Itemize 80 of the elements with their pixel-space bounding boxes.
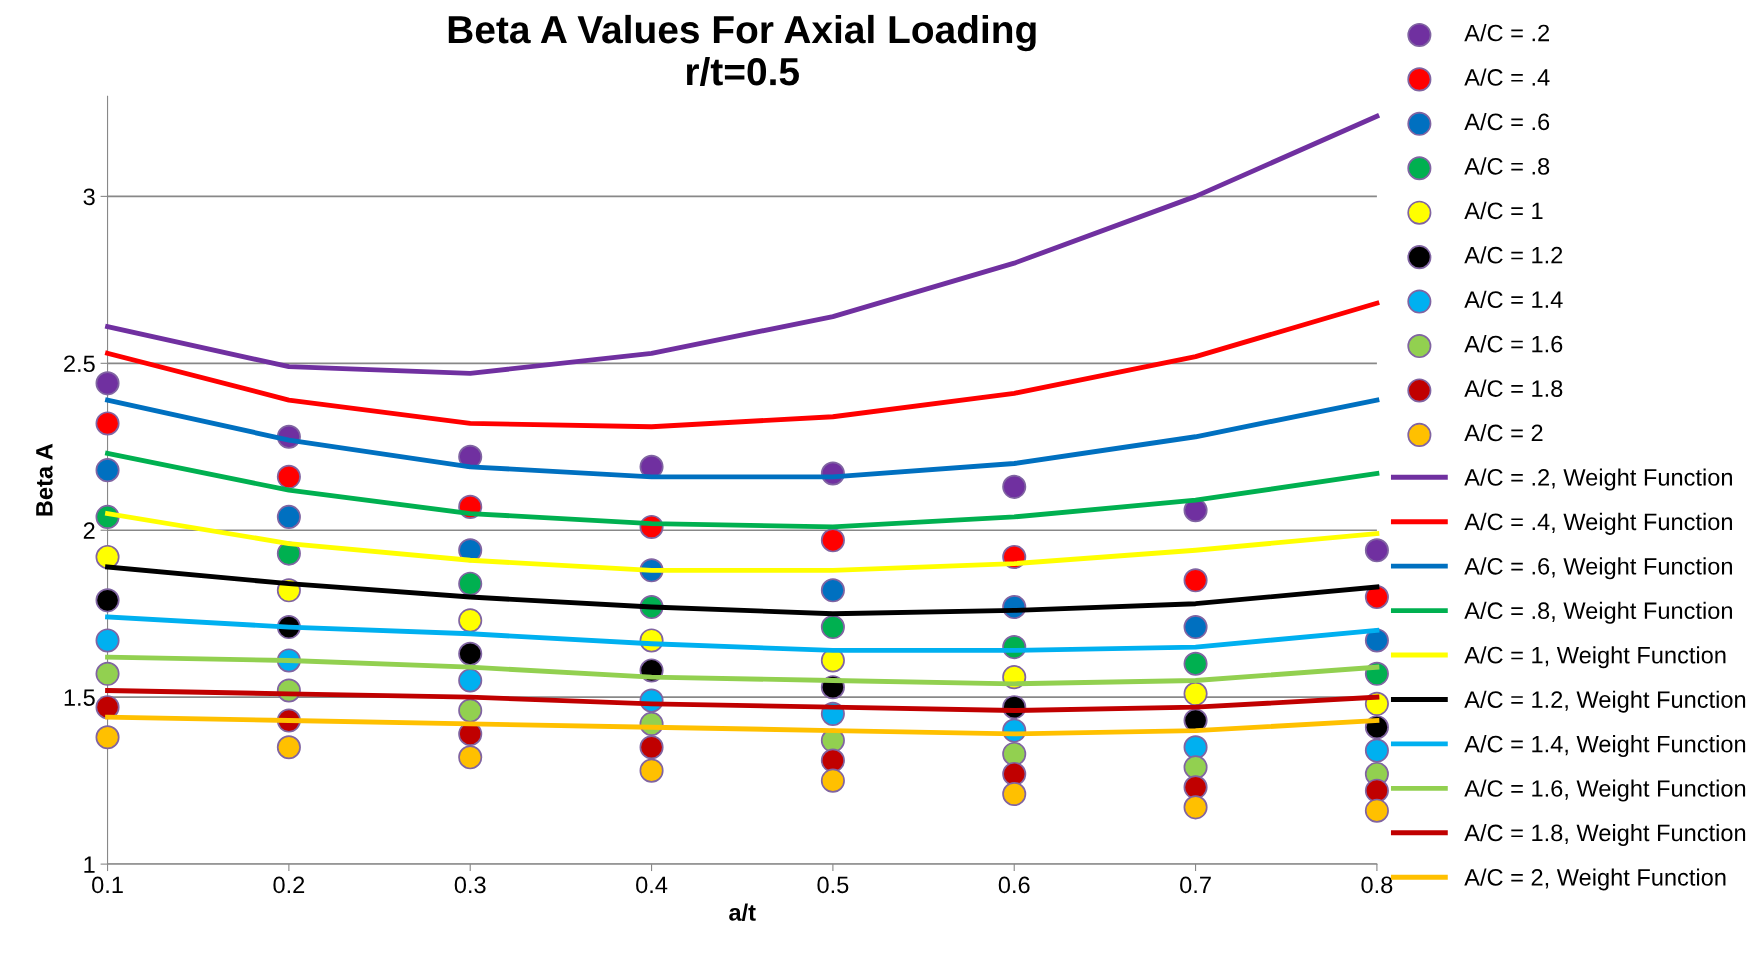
- y-axis-title: Beta A: [36, 443, 53, 516]
- x-tick-label: 0.5: [817, 876, 849, 894]
- point: [1002, 781, 1027, 807]
- point: [1002, 761, 1027, 786]
- point: [1002, 474, 1027, 499]
- point: [276, 735, 301, 760]
- legend-label: A/C = 1, Weight Function: [1464, 646, 1726, 669]
- point: [1364, 538, 1389, 563]
- legend-label: A/C = .8, Weight Function: [1464, 601, 1732, 624]
- y-tick-label: 3: [83, 188, 95, 206]
- point: [95, 588, 120, 613]
- legend-label: A/C = .8: [1464, 157, 1550, 175]
- legend-label: A/C = 2: [1464, 423, 1543, 442]
- point: [458, 641, 483, 666]
- point: [95, 411, 120, 436]
- point: [820, 528, 845, 553]
- legend-label: A/C = 2, Weight Function: [1464, 868, 1726, 891]
- legend-label: A/C = 1.4, Weight Function: [1464, 735, 1746, 758]
- point: [639, 735, 664, 760]
- x-tick-label: 0.3: [454, 876, 486, 894]
- point: [1002, 741, 1027, 766]
- legend-label: A/C = 1.8: [1464, 379, 1563, 397]
- legend-label: A/C = 1.4: [1464, 290, 1563, 309]
- point: [1364, 584, 1389, 610]
- x-tick-label: 0.1: [92, 876, 123, 894]
- point: [1183, 615, 1208, 640]
- legend-label: A/C = 1: [1464, 201, 1543, 220]
- legend-label: A/C = .6, Weight Function: [1464, 557, 1732, 580]
- point: [820, 578, 845, 603]
- legend-label: A/C = .4: [1464, 68, 1550, 86]
- point: [276, 504, 301, 529]
- point: [95, 661, 120, 686]
- point: [1364, 628, 1389, 653]
- point: [95, 371, 120, 396]
- point: [820, 748, 845, 773]
- point: [1183, 795, 1208, 820]
- point: [1183, 681, 1208, 706]
- legend-label: A/C = 1.2, Weight Function: [1464, 690, 1746, 713]
- point: [1183, 755, 1208, 780]
- legend-label: A/C = 1.2: [1464, 246, 1563, 264]
- point: [1364, 798, 1389, 823]
- point: [1183, 651, 1208, 676]
- line-series: [105, 397, 1380, 480]
- legend-label: A/C = .2: [1464, 24, 1550, 42]
- x-axis-title: a/t: [729, 903, 756, 922]
- point: [1364, 738, 1389, 763]
- point: [95, 628, 120, 653]
- chart-title: Beta A Values For Axial Loading r/t=0.5: [448, 14, 1036, 86]
- x-tick-label: 0.8: [1361, 876, 1393, 894]
- point: [458, 608, 483, 633]
- legend-label: A/C = .6: [1464, 112, 1550, 131]
- legend-label: A/C = .2, Weight Function: [1464, 468, 1732, 491]
- y-tick-label: 2: [83, 522, 95, 539]
- point: [276, 464, 301, 489]
- x-tick-label: 0.2: [273, 876, 305, 894]
- legend-label: A/C = 1.6: [1464, 335, 1563, 353]
- point: [1364, 778, 1389, 803]
- point: [458, 668, 483, 693]
- legend-label: A/C = 1.6, Weight Function: [1464, 779, 1746, 802]
- y-tick-label: 1.5: [64, 689, 95, 706]
- point: [1183, 735, 1208, 760]
- legend-label: A/C = .4, Weight Function: [1464, 512, 1732, 535]
- point: [95, 458, 120, 483]
- y-tick-label: 1: [84, 856, 95, 873]
- point: [1183, 568, 1208, 593]
- point: [95, 695, 120, 720]
- point: [458, 698, 483, 723]
- point: [95, 544, 120, 569]
- x-tick-label: 0.4: [636, 876, 668, 894]
- x-tick-label: 0.6: [998, 876, 1030, 894]
- point: [95, 725, 120, 750]
- point: [820, 615, 845, 640]
- point: [1183, 775, 1208, 800]
- point: [639, 758, 664, 783]
- y-tick-label: 2.5: [64, 355, 95, 373]
- point: [458, 571, 483, 596]
- legend-label: A/C = 1.8, Weight Function: [1464, 823, 1746, 846]
- point: [458, 745, 483, 770]
- x-tick-label: 0.7: [1180, 876, 1211, 894]
- point: [820, 768, 845, 793]
